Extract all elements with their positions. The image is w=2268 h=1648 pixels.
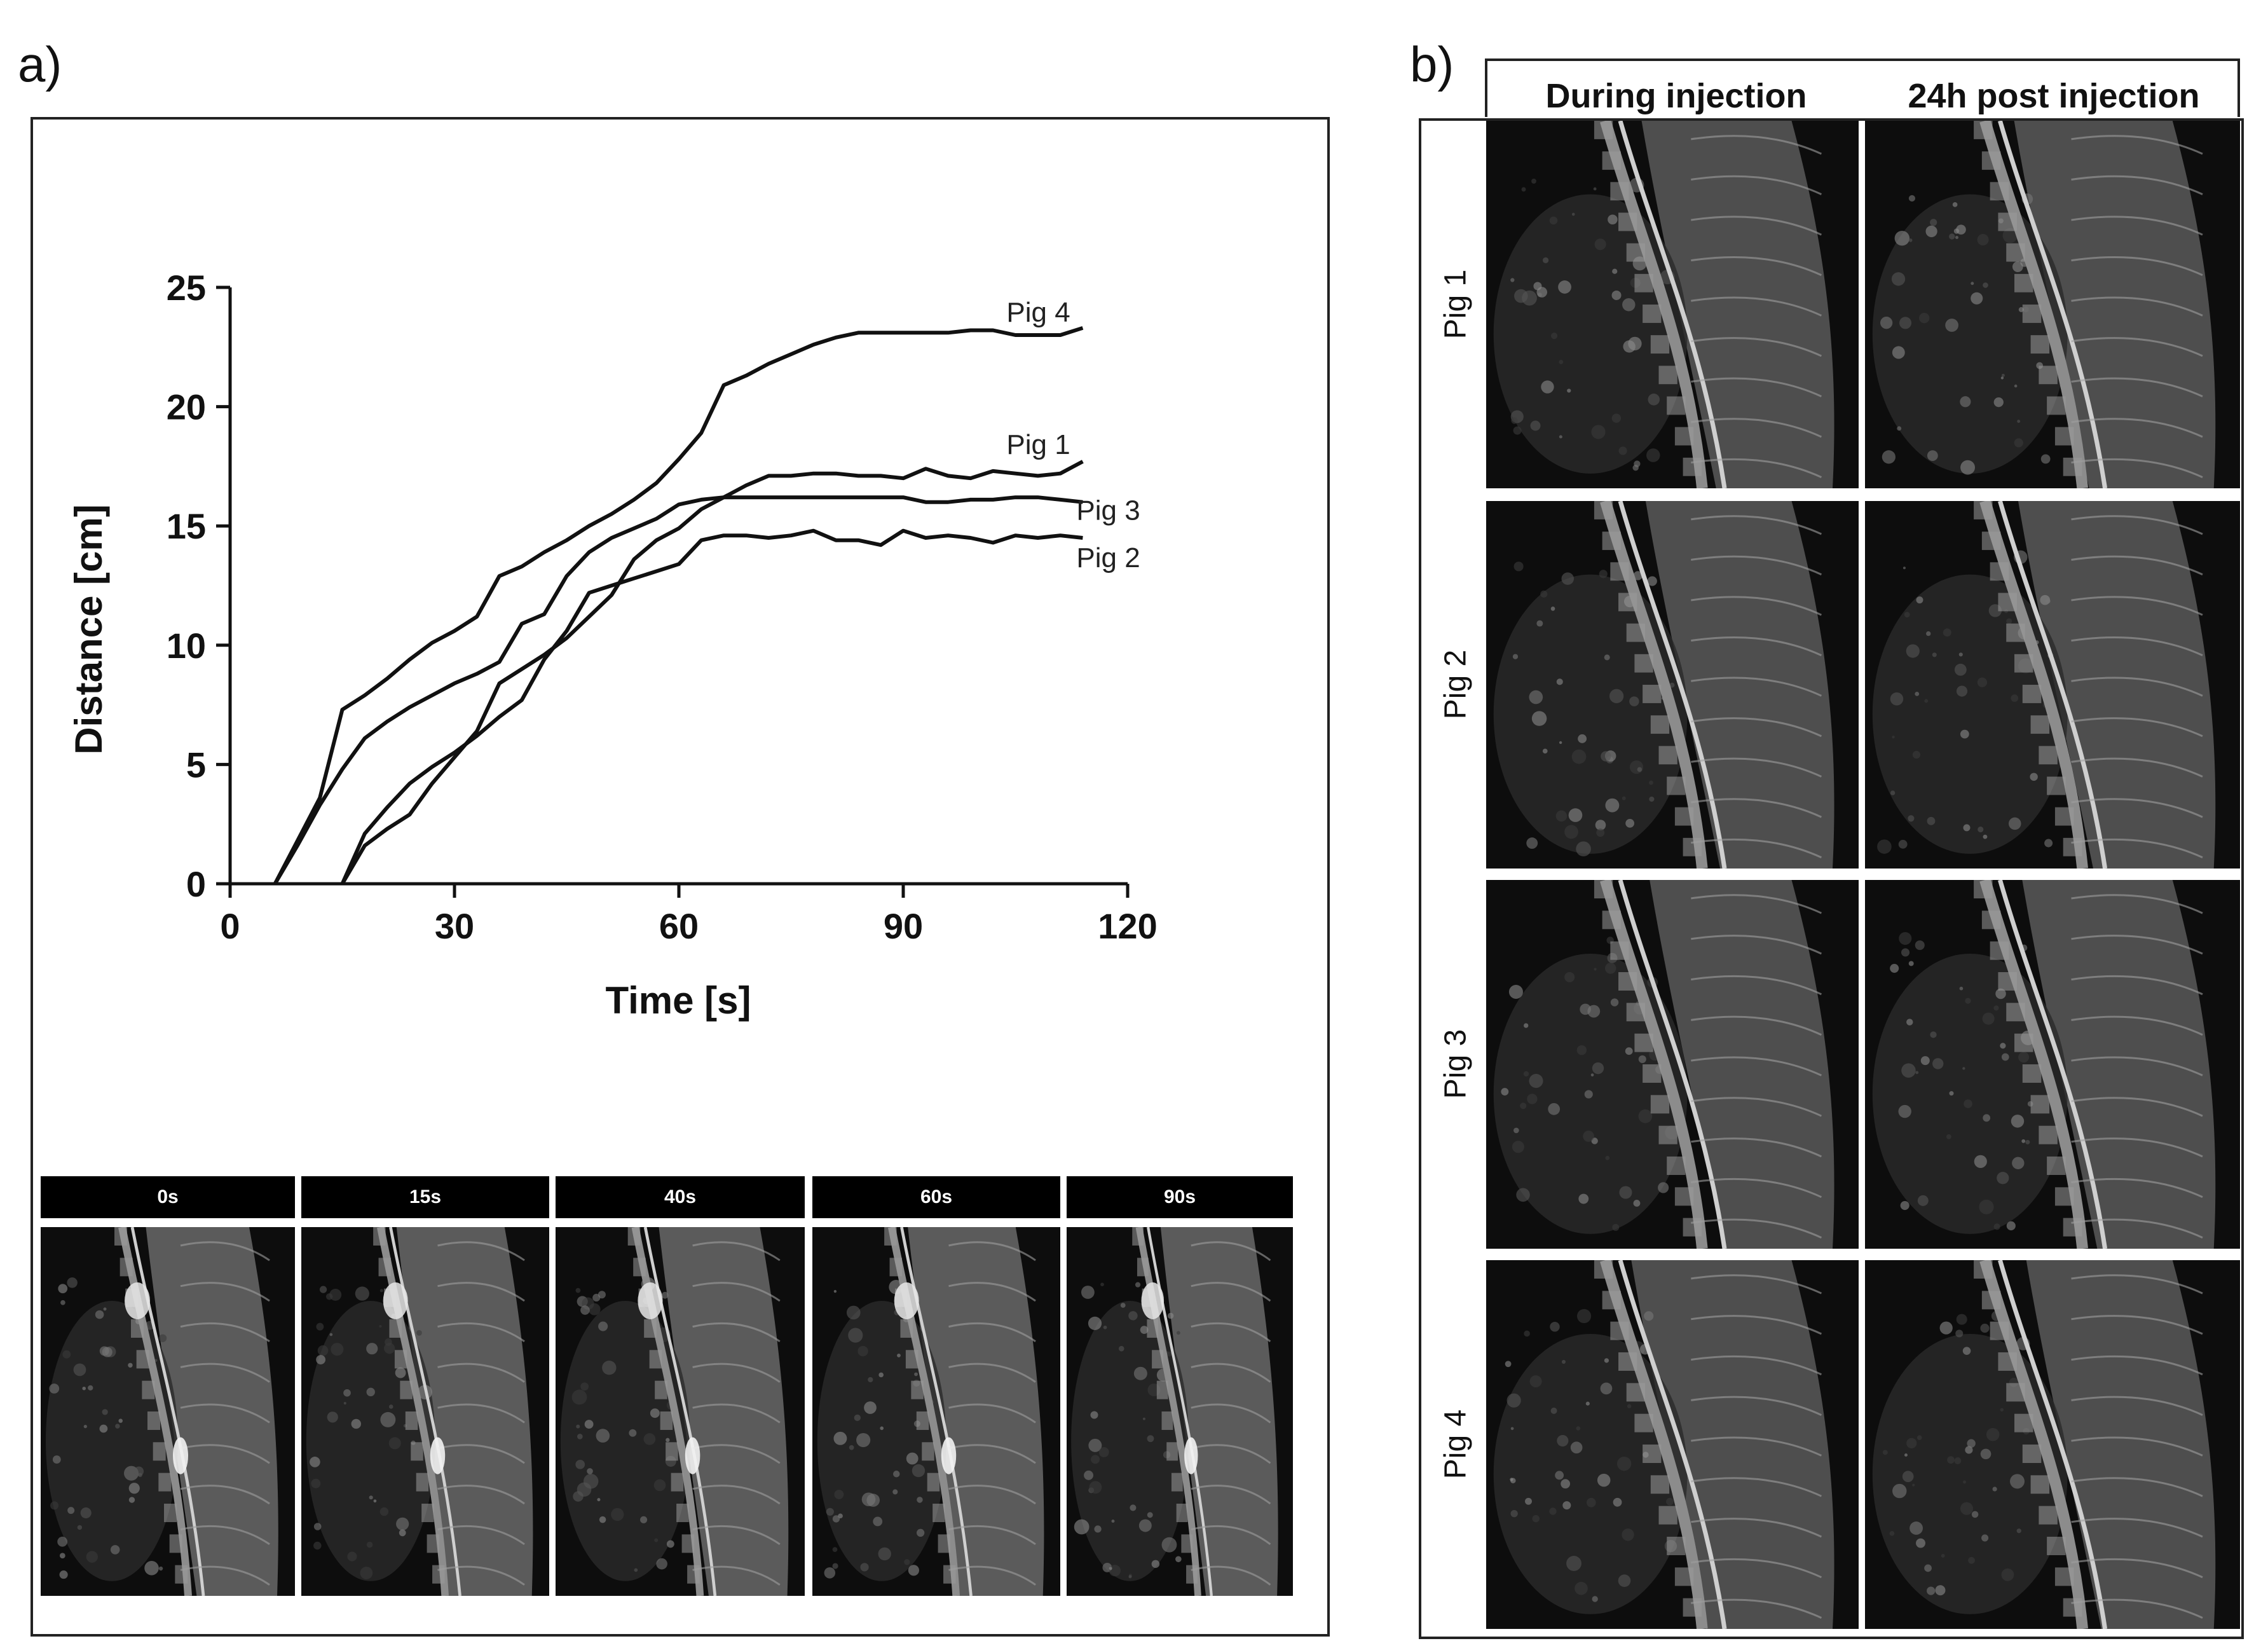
panel-b-frame xyxy=(1419,118,2244,1639)
y-tick-label: 10 xyxy=(167,626,206,666)
mri-during-injection xyxy=(1486,880,1859,1249)
x-tick-label: 120 xyxy=(1098,906,1157,946)
mri-24h-post-injection xyxy=(1865,501,2240,869)
col-header-24h: 24h post injection xyxy=(1908,77,2200,115)
y-tick-label: 5 xyxy=(186,745,206,785)
timeline-mri-image xyxy=(812,1227,1060,1596)
row-label: Pig 1 xyxy=(1438,269,1473,340)
chart-ticks: 0 30 60 90 120 0 5 10 15 20 25 xyxy=(167,268,1158,946)
timeline-mri-image xyxy=(301,1227,549,1596)
mri-during-injection xyxy=(1486,121,1859,488)
column-divider xyxy=(1859,121,1865,1629)
row-label: Pig 2 xyxy=(1438,649,1473,720)
series-label-pig-2: Pig 2 xyxy=(1076,542,1140,573)
x-axis-label: Time [s] xyxy=(606,979,751,1022)
y-tick-label: 0 xyxy=(186,864,206,904)
chart-series-labels: Pig 4 Pig 1 Pig 3 Pig 2 xyxy=(1006,297,1140,573)
x-tick-label: 60 xyxy=(659,906,699,946)
series-line-pig-3 xyxy=(273,495,1083,885)
timeline-mri-image xyxy=(556,1227,805,1596)
mri-24h-post-injection xyxy=(1865,121,2240,488)
timeline-header: 40s xyxy=(556,1176,805,1218)
chart-series xyxy=(273,326,1084,885)
chart-axes xyxy=(228,287,1128,886)
timeline-header: 0s xyxy=(41,1176,295,1218)
timeline-mri-image xyxy=(41,1227,295,1596)
timeline-header: 15s xyxy=(301,1176,549,1218)
y-tick-label: 20 xyxy=(167,387,206,427)
series-label-pig-3: Pig 3 xyxy=(1076,495,1140,526)
series-label-pig-1: Pig 1 xyxy=(1006,429,1070,460)
timeline-header: 90s xyxy=(1067,1176,1293,1218)
timeline-header: 60s xyxy=(812,1176,1060,1218)
row-label: Pig 3 xyxy=(1438,1029,1473,1099)
y-tick-label: 15 xyxy=(167,506,206,546)
col-header-during: During injection xyxy=(1545,77,1807,115)
panel-a-letter: a) xyxy=(18,36,62,92)
x-tick-label: 0 xyxy=(220,906,240,946)
mri-24h-post-injection xyxy=(1865,1260,2240,1629)
panel-b-letter: b) xyxy=(1410,36,1454,92)
series-line-pig-4 xyxy=(273,326,1084,885)
x-tick-label: 30 xyxy=(435,906,474,946)
series-label-pig-4: Pig 4 xyxy=(1006,297,1070,328)
y-axis-label: Distance [cm] xyxy=(67,504,110,754)
y-tick-label: 25 xyxy=(167,268,206,308)
row-label: Pig 4 xyxy=(1438,1409,1473,1480)
x-tick-label: 90 xyxy=(884,906,923,946)
panel-a-frame xyxy=(31,117,1330,1637)
mri-24h-post-injection xyxy=(1865,880,2240,1249)
series-line-pig-2 xyxy=(340,528,1083,885)
mri-during-injection xyxy=(1486,501,1859,869)
mri-during-injection xyxy=(1486,1260,1859,1629)
series-line-pig-1 xyxy=(340,460,1084,885)
timeline-mri-image xyxy=(1067,1227,1293,1596)
column-header-box xyxy=(1485,58,2240,117)
